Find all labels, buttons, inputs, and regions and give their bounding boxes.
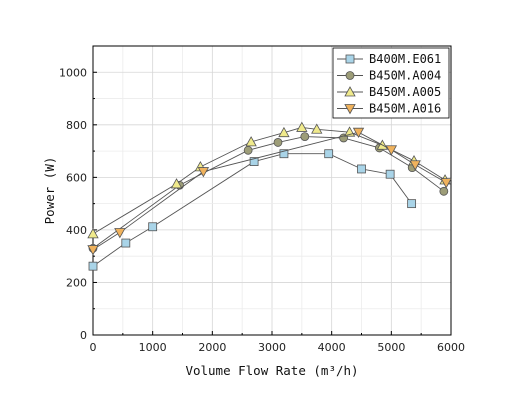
data-point [385, 145, 398, 156]
x-tick-label: 4000 [318, 341, 346, 354]
data-point [197, 167, 210, 178]
x-tick-label: 2000 [198, 341, 226, 354]
legend-item: B450M.A005 [337, 85, 441, 99]
data-point [243, 145, 253, 155]
series-4 [87, 127, 452, 256]
series-1 [88, 149, 417, 271]
data-point [87, 245, 99, 256]
x-axis-title: Volume Flow Rate (m³/h) [185, 363, 358, 378]
legend-label: B450M.A005 [369, 85, 441, 99]
data-point [88, 261, 98, 271]
legend: B400M.E061 B450M.A004 B450M.A005 B450M.A016 [332, 47, 450, 119]
y-tick-label: 1000 [59, 66, 87, 79]
data-point [409, 160, 421, 171]
legend-marker [344, 104, 356, 115]
data-point [121, 238, 131, 248]
x-tick-label: 1000 [139, 341, 167, 354]
data-point [385, 169, 395, 179]
legend-marker [344, 86, 356, 97]
data-point [440, 178, 452, 189]
x-tick-label: 3000 [258, 341, 286, 354]
data-point [249, 157, 259, 167]
x-tick-label: 0 [90, 341, 97, 354]
x-tick-label: 6000 [437, 341, 465, 354]
axis-ticks: 0 1000 2000 3000 4000 5000 6000 0 200 400 600 800 10… [59, 66, 465, 354]
y-axis-title: Power (W) [42, 157, 57, 225]
data-point [439, 186, 449, 196]
legend-marker [345, 54, 355, 64]
data-point [245, 136, 257, 147]
data-point [148, 222, 158, 232]
y-tick-label: 200 [66, 276, 87, 289]
data-point [352, 127, 365, 138]
series-group [87, 121, 452, 271]
data-point [278, 126, 290, 138]
data-point [300, 132, 310, 142]
y-tick-label: 600 [66, 171, 87, 184]
data-point [273, 138, 283, 147]
data-point [357, 164, 366, 174]
data-point [114, 228, 126, 239]
data-point [296, 121, 308, 132]
data-point [311, 123, 323, 134]
data-point [87, 228, 99, 239]
x-tick-label: 5000 [377, 341, 405, 354]
data-point [324, 149, 334, 159]
legend-marker [345, 71, 355, 80]
y-tick-label: 0 [80, 329, 87, 342]
data-point [170, 178, 183, 189]
data-point [407, 199, 417, 209]
legend-label: B450M.A016 [369, 102, 441, 116]
data-point [279, 149, 289, 159]
legend-label: B400M.E061 [369, 52, 441, 66]
legend-item: B450M.A016 [337, 102, 441, 116]
y-tick-label: 800 [66, 119, 87, 132]
y-tick-label: 400 [66, 224, 87, 237]
series-line [92, 126, 446, 235]
legend-item: B400M.E061 [337, 52, 441, 66]
legend-label: B450M.A004 [369, 69, 441, 83]
series-3 [87, 121, 451, 239]
legend-item: B450M.A004 [337, 69, 441, 83]
